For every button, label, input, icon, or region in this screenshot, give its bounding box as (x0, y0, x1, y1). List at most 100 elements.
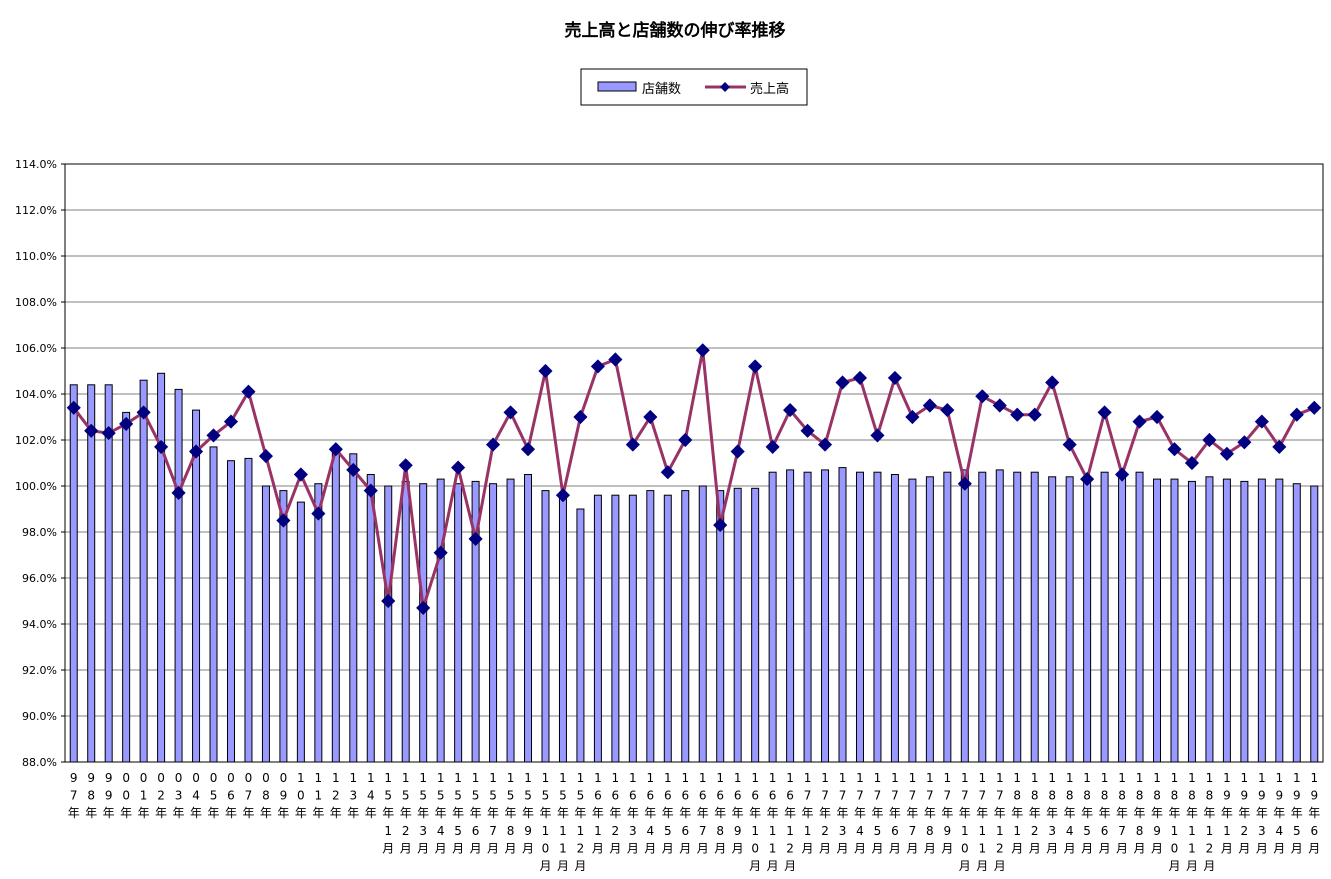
sales-point (992, 398, 1007, 413)
y-tick-label: 102.0% (15, 434, 57, 447)
bar (960, 469, 969, 763)
bar (541, 490, 550, 763)
bar (558, 492, 567, 763)
bar (733, 487, 742, 763)
bar (890, 474, 899, 763)
y-tick-label: 96.0% (22, 572, 57, 585)
y-tick-label: 110.0% (15, 250, 57, 263)
bar (768, 471, 777, 763)
sales-point (625, 437, 640, 452)
bar (174, 388, 183, 763)
sales-point (223, 414, 239, 429)
sales-point (1027, 407, 1042, 422)
sales-point (905, 409, 920, 425)
bar (296, 501, 305, 763)
bar (1275, 478, 1284, 763)
y-tick-label: 108.0% (15, 296, 57, 309)
bar (454, 483, 463, 763)
bar (506, 478, 515, 763)
bar (1205, 476, 1214, 763)
sales-point (1307, 400, 1322, 415)
bar (1135, 471, 1144, 763)
bar (209, 446, 218, 763)
bar (139, 379, 148, 763)
sales-point (975, 389, 990, 404)
sales-point (730, 444, 745, 459)
sales-point (1219, 446, 1234, 461)
sales-point (398, 458, 413, 473)
sales-point (713, 518, 728, 533)
bar (261, 485, 270, 763)
bar (698, 485, 707, 763)
sales-point (555, 488, 571, 503)
bar (1100, 471, 1109, 763)
sales-point (940, 403, 955, 418)
sales-point (1184, 455, 1200, 471)
bar (1048, 476, 1057, 763)
bar (1240, 480, 1249, 763)
sales-point (188, 444, 204, 459)
line-series (66, 343, 1322, 615)
bar (611, 494, 620, 763)
bar (419, 483, 428, 763)
sales-point (468, 531, 483, 546)
bar (646, 490, 655, 763)
y-tick-label: 112.0% (15, 204, 57, 217)
bar (349, 453, 358, 763)
sales-point (1045, 375, 1060, 390)
bar (384, 485, 393, 763)
sales-point (573, 409, 588, 425)
sales-point (1114, 467, 1130, 482)
sales-point (84, 423, 99, 438)
bar (1187, 480, 1196, 763)
sales-point (1289, 407, 1304, 422)
bar (279, 490, 288, 763)
chart-title: 売上高と店舗数の伸び率推移 (565, 20, 786, 41)
sales-point (678, 432, 693, 448)
bar (576, 508, 585, 763)
sales-point (276, 513, 291, 528)
sales-point (1062, 437, 1077, 452)
bar (1083, 478, 1092, 763)
sales-point (451, 460, 466, 475)
y-tick-label: 94.0% (22, 618, 57, 631)
sales-point (1132, 414, 1147, 429)
sales-point (1080, 472, 1095, 487)
y-tick-label: 100.0% (15, 480, 57, 493)
sales-point (363, 483, 378, 498)
sales-point (957, 476, 972, 491)
sales-point (922, 398, 937, 413)
y-axis: 88.0% 90.0% 92.0% 94.0% 96.0% 98.0% 100.0% 102.… (15, 158, 65, 769)
bar (838, 467, 847, 763)
